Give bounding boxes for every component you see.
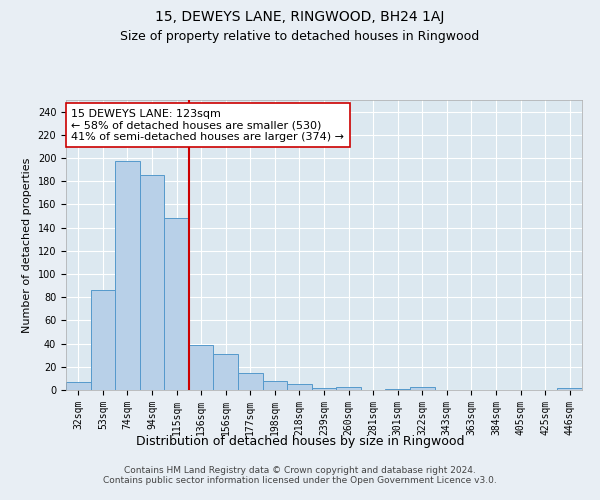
Bar	[91, 290, 115, 390]
Bar	[140, 176, 164, 390]
Bar	[164, 218, 189, 390]
Bar	[312, 388, 336, 390]
Text: Size of property relative to detached houses in Ringwood: Size of property relative to detached ho…	[121, 30, 479, 43]
Bar	[336, 386, 361, 390]
Bar	[557, 388, 582, 390]
Bar	[66, 382, 91, 390]
Bar	[287, 384, 312, 390]
Text: Distribution of detached houses by size in Ringwood: Distribution of detached houses by size …	[136, 435, 464, 448]
Bar	[238, 372, 263, 390]
Bar	[189, 345, 214, 390]
Text: 15, DEWEYS LANE, RINGWOOD, BH24 1AJ: 15, DEWEYS LANE, RINGWOOD, BH24 1AJ	[155, 10, 445, 24]
Bar	[385, 389, 410, 390]
Bar	[263, 380, 287, 390]
Bar	[214, 354, 238, 390]
Text: 15 DEWEYS LANE: 123sqm
← 58% of detached houses are smaller (530)
41% of semi-de: 15 DEWEYS LANE: 123sqm ← 58% of detached…	[71, 108, 344, 142]
Bar	[410, 386, 434, 390]
Bar	[115, 162, 140, 390]
Y-axis label: Number of detached properties: Number of detached properties	[22, 158, 32, 332]
Text: Contains HM Land Registry data © Crown copyright and database right 2024.
Contai: Contains HM Land Registry data © Crown c…	[103, 466, 497, 485]
